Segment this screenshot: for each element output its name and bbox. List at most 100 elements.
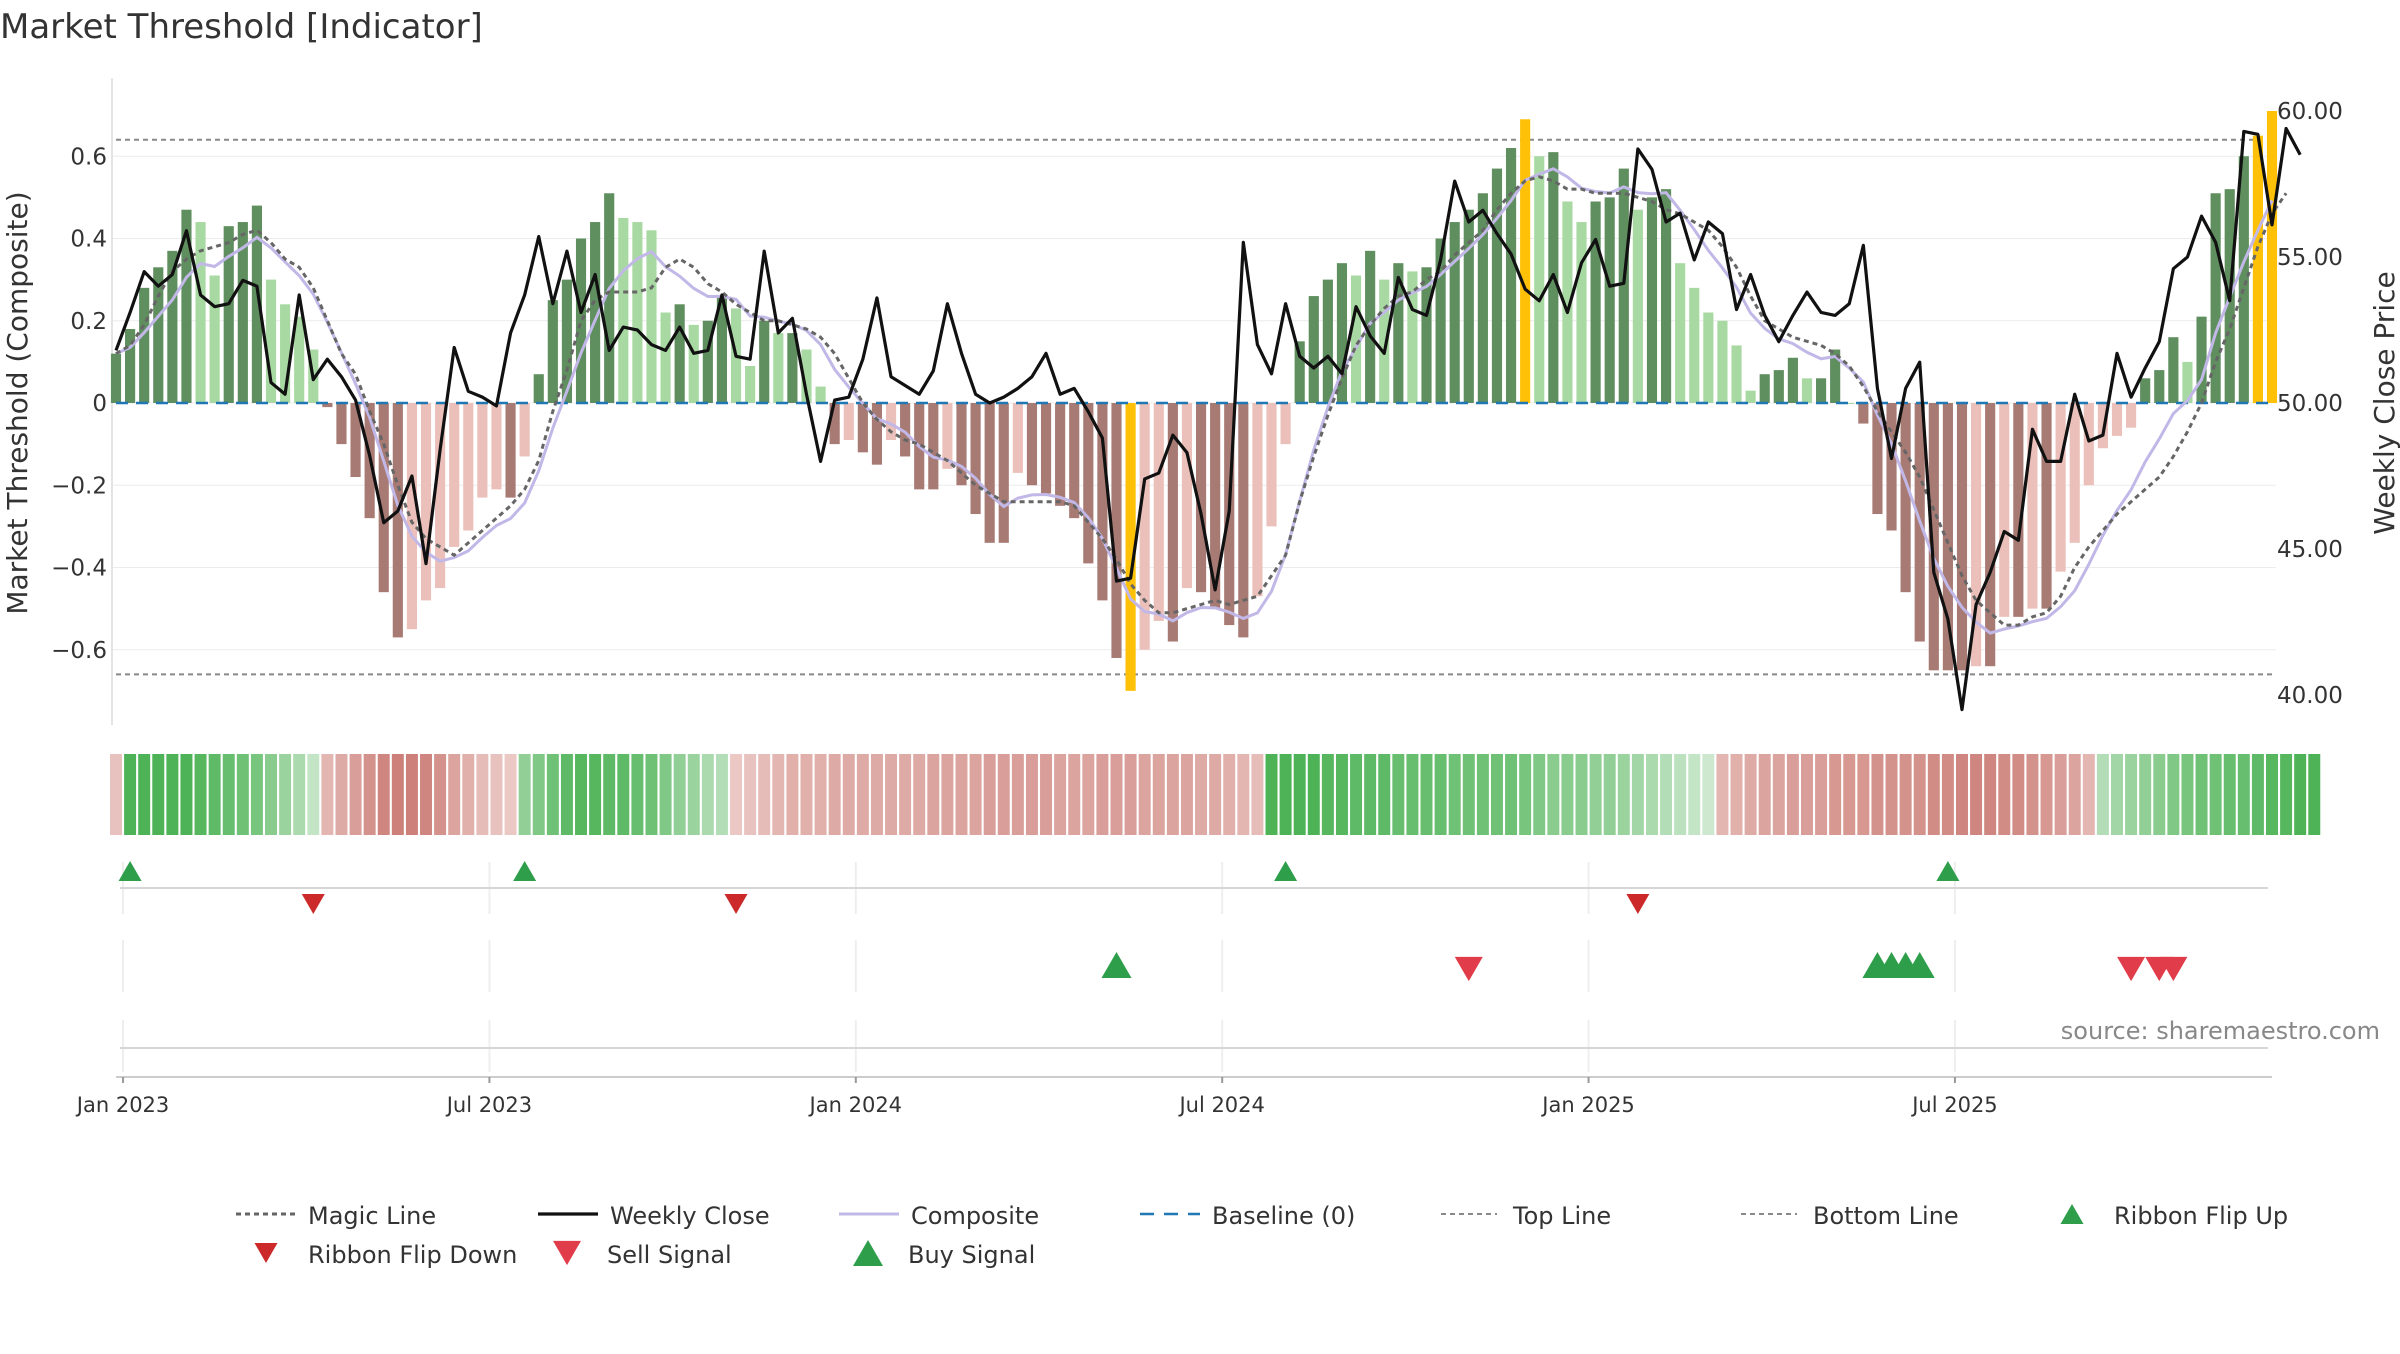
composite-bar (1985, 403, 1996, 667)
ribbon-cell (420, 754, 433, 835)
ribbon-cell (1096, 754, 1109, 835)
composite-bar (1111, 403, 1122, 658)
ribbon-cell (870, 754, 883, 835)
composite-bar (1703, 312, 1714, 403)
composite-bar (406, 403, 417, 630)
x-tick-label: Jul 2023 (445, 1093, 532, 1117)
composite-bar (1336, 263, 1348, 403)
ribbon-cell (589, 754, 602, 835)
ribbon-cell (1984, 754, 1997, 835)
ribbon-cell (321, 754, 334, 835)
ribbon-cell (941, 754, 954, 835)
ribbon-cell (504, 754, 517, 835)
composite-bar (1280, 403, 1291, 445)
ribbon-cell (1744, 754, 1757, 835)
composite-bar (435, 403, 446, 589)
ribbon-cell (377, 754, 390, 835)
composite-bar (745, 365, 756, 403)
left-tick-label: −0.6 (51, 638, 107, 664)
composite-bar (2111, 403, 2123, 436)
ribbon-cell (1434, 754, 1447, 835)
ribbon-cell (1462, 754, 1475, 835)
right-tick-label: 50.00 (2277, 391, 2343, 417)
ribbon-cell (2280, 754, 2293, 835)
ribbon-cell (265, 754, 277, 835)
composite-bar (1928, 403, 1939, 671)
composite-bar (167, 250, 178, 403)
composite-bar (336, 403, 347, 445)
ribbon-flip-up-marker (1274, 860, 1298, 882)
buy-signal-marker (1904, 951, 1935, 979)
ribbon-cell (2040, 754, 2053, 835)
ribbon-cell (1040, 754, 1053, 835)
ribbon-cell (1082, 754, 1095, 835)
ribbon-cell (476, 754, 489, 835)
composite-bar (463, 403, 474, 531)
left-axis-label: Market Threshold (Composite) (1, 191, 34, 614)
composite-bar (1717, 320, 1728, 403)
composite-bar (970, 403, 981, 515)
composite-bar (1576, 222, 1587, 403)
sell-signal-marker (2117, 956, 2146, 982)
ribbon-cell (1702, 754, 1715, 835)
composite-bar (1773, 370, 1784, 403)
ribbon-cell (842, 754, 855, 835)
left-tick-label: 0.4 (70, 227, 107, 253)
x-tick-label: Jan 2024 (808, 1093, 903, 1117)
ribbon-cell (2082, 754, 2095, 835)
composite-bar (632, 222, 643, 403)
ribbon-cell (1054, 754, 1067, 835)
ribbon-cell (603, 754, 616, 835)
ribbon-cell (1138, 754, 1151, 835)
composite-bar (2027, 403, 2038, 609)
ribbon-cell (1913, 754, 1926, 835)
ribbon-cell (1645, 754, 1658, 835)
composite-bar (801, 349, 812, 403)
weekly-close-line (114, 126, 2302, 712)
composite-bar (773, 333, 784, 403)
ribbon-cell (194, 754, 207, 835)
ribbon-flip-up-marker (118, 860, 142, 882)
composite-bar (1886, 403, 1897, 531)
ribbon-cell (1772, 754, 1785, 835)
composite-bar (998, 403, 1009, 543)
legend-label: Buy Signal (908, 1241, 1035, 1269)
composite-bar (2041, 403, 2052, 609)
composite-bar (1505, 148, 1517, 403)
ribbon-cell (1251, 754, 1264, 835)
composite-bar (1350, 275, 1362, 403)
ribbon-cell (1547, 754, 1560, 835)
ribbon-cell (730, 754, 743, 835)
ribbon-cell (1476, 754, 1489, 835)
left-tick-label: 0.6 (70, 144, 107, 170)
composite-bar (1646, 197, 1658, 403)
composite-bar (505, 403, 516, 498)
ribbon-cell (786, 754, 799, 835)
ribbon-cell (969, 754, 982, 835)
ribbon-cell (462, 754, 475, 835)
composite-bar (590, 222, 601, 403)
ribbon-cell (208, 754, 221, 835)
ribbon-cell (448, 754, 461, 835)
composite-bar (153, 267, 164, 403)
ribbon-cell (349, 754, 362, 835)
composite-bar (420, 403, 432, 601)
ribbon-cell (1941, 754, 1954, 835)
ribbon-cell (1448, 754, 1461, 835)
ribbon-cell (1364, 754, 1377, 835)
left-tick-label: −0.4 (51, 556, 107, 582)
composite-bar (2013, 403, 2024, 617)
composite-bar (533, 374, 544, 403)
ribbon-cell (222, 754, 235, 835)
composite-bar (1731, 345, 1742, 403)
ribbon-cell (758, 754, 771, 835)
composite-bar (2140, 378, 2151, 403)
composite-bar (2238, 156, 2249, 403)
ribbon-cell (2153, 754, 2166, 835)
ribbon-flip-up-marker (1936, 860, 1960, 882)
ribbon-cell (124, 754, 137, 835)
composite-bar (1139, 403, 1150, 650)
right-tick-label: 55.00 (2277, 245, 2343, 271)
sell-signal-marker (1454, 956, 1483, 982)
composite-bar (519, 403, 530, 457)
